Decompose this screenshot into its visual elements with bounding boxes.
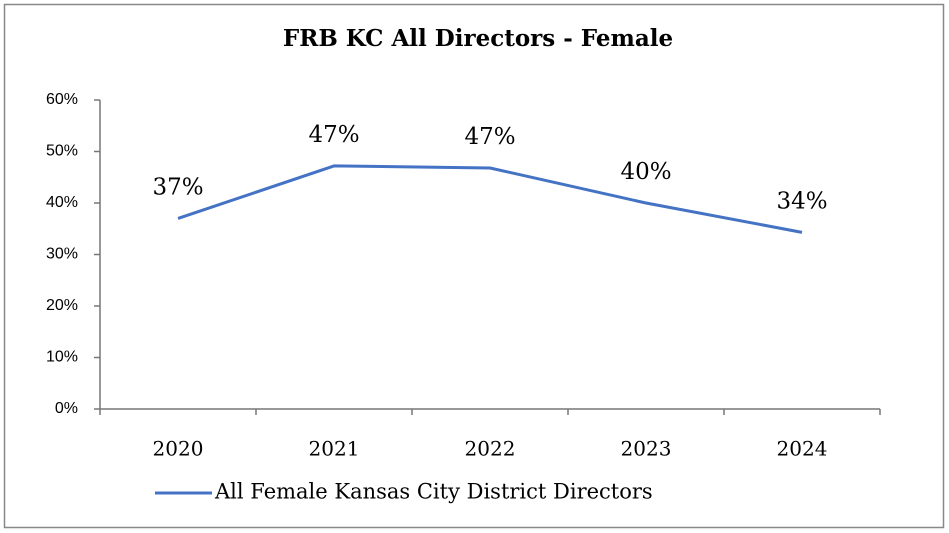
data-label: 37% [152,174,203,200]
y-tick-label: 50% [46,143,78,160]
x-tick-label: 2021 [309,437,360,461]
x-tick-label: 2024 [777,437,828,461]
x-tick-label: 2022 [465,437,516,461]
x-tick-label: 2020 [153,437,204,461]
y-tick-label: 40% [46,194,78,211]
y-tick-label: 60% [46,91,78,108]
chart-title: FRB KC All Directors - Female [283,25,673,52]
chart-border [3,3,945,529]
data-label: 47% [464,124,515,150]
y-tick-label: 20% [46,297,78,314]
y-tick-label: 30% [46,246,78,263]
legend-label: All Female Kansas City District Director… [214,480,653,504]
data-label: 34% [776,188,827,214]
data-line [177,164,803,234]
data-label: 47% [308,122,359,148]
y-tick-label: 0% [55,400,78,417]
y-tick-label: 10% [46,349,78,366]
data-label: 40% [620,159,671,185]
x-tick-label: 2023 [621,437,672,461]
